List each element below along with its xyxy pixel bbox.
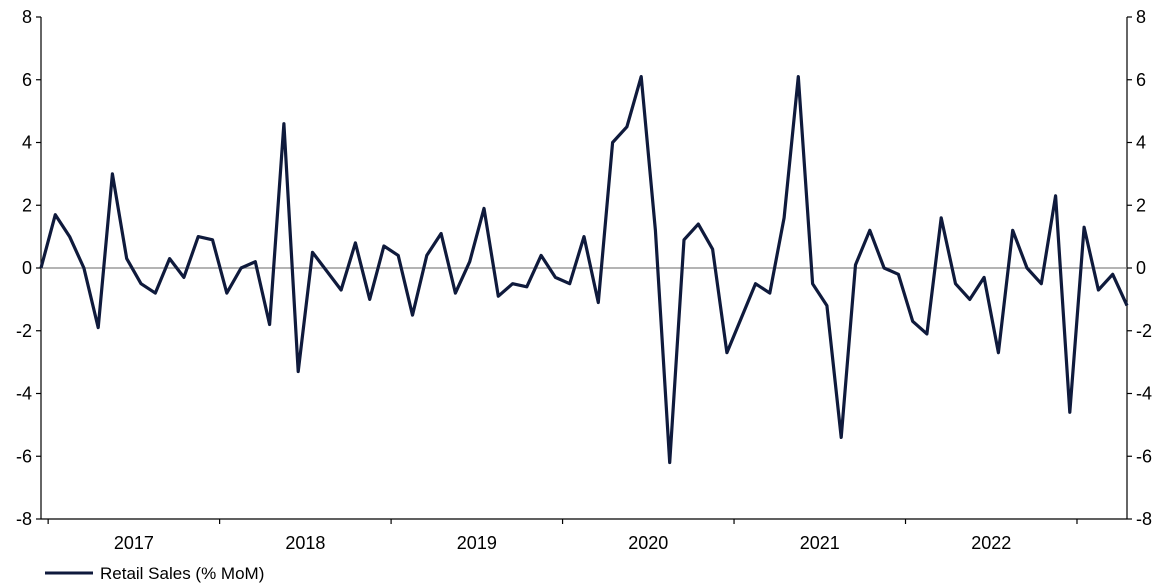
x-tick-label: 2017 — [114, 533, 154, 553]
y-tick-label-right: -8 — [1136, 509, 1152, 529]
series-line-retail-sales — [39, 74, 1129, 465]
series — [39, 74, 1129, 465]
y-tick-label-right: -4 — [1136, 384, 1152, 404]
x-tick-label: 2022 — [971, 533, 1011, 553]
y-tick-label-right: 8 — [1136, 7, 1146, 27]
x-tick-label: 2019 — [457, 533, 497, 553]
x-tick-label: 2020 — [628, 533, 668, 553]
legend: Retail Sales (% MoM) — [45, 564, 264, 583]
y-tick-label-right: -6 — [1136, 446, 1152, 466]
y-tick-label-left: -2 — [16, 321, 32, 341]
y-tick-label-right: -2 — [1136, 321, 1152, 341]
x-tick-label: 2018 — [285, 533, 325, 553]
y-tick-label-right: 6 — [1136, 70, 1146, 90]
y-tick-label-right: 2 — [1136, 195, 1146, 215]
y-tick-label-left: -4 — [16, 384, 32, 404]
ticks — [36, 16, 1132, 524]
y-tick-label-left: -8 — [16, 509, 32, 529]
y-tick-label-left: 0 — [22, 258, 32, 278]
y-tick-label-left: -6 — [16, 446, 32, 466]
y-tick-label-left: 8 — [22, 7, 32, 27]
legend-label: Retail Sales (% MoM) — [100, 564, 264, 583]
y-tick-label-right: 0 — [1136, 258, 1146, 278]
y-tick-label-left: 6 — [22, 70, 32, 90]
tick-labels: 8 8 6 6 4 4 2 2 0 0 -2 -2 -4 -4 -6 -6 -8 -8 2017 2018 2019 20… — [16, 7, 1152, 553]
y-tick-label-left: 4 — [22, 133, 32, 153]
y-tick-label-left: 2 — [22, 195, 32, 215]
x-tick-label: 2021 — [800, 533, 840, 553]
y-tick-label-right: 4 — [1136, 133, 1146, 153]
axes — [40, 17, 1128, 520]
